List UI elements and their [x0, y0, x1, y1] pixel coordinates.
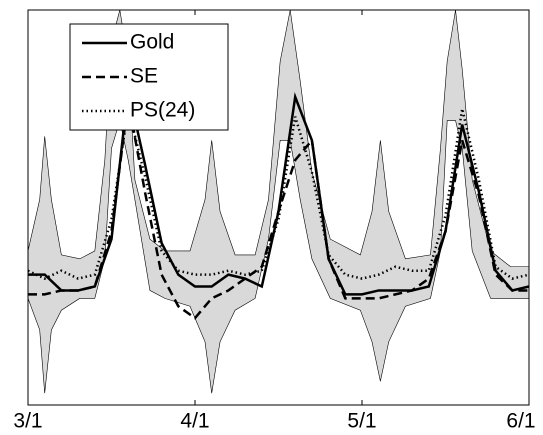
x-tick-label: 4/1	[180, 410, 209, 433]
legend-label: SE	[130, 65, 158, 88]
x-tick-label: 6/1	[506, 410, 535, 433]
x-tick-label: 5/1	[347, 410, 376, 433]
legend-label: PS(24)	[130, 99, 195, 122]
series-line	[28, 100, 529, 320]
x-tick-label: 3/1	[13, 410, 42, 433]
plot-frame	[27, 9, 530, 406]
legend-label: Gold	[130, 31, 174, 54]
